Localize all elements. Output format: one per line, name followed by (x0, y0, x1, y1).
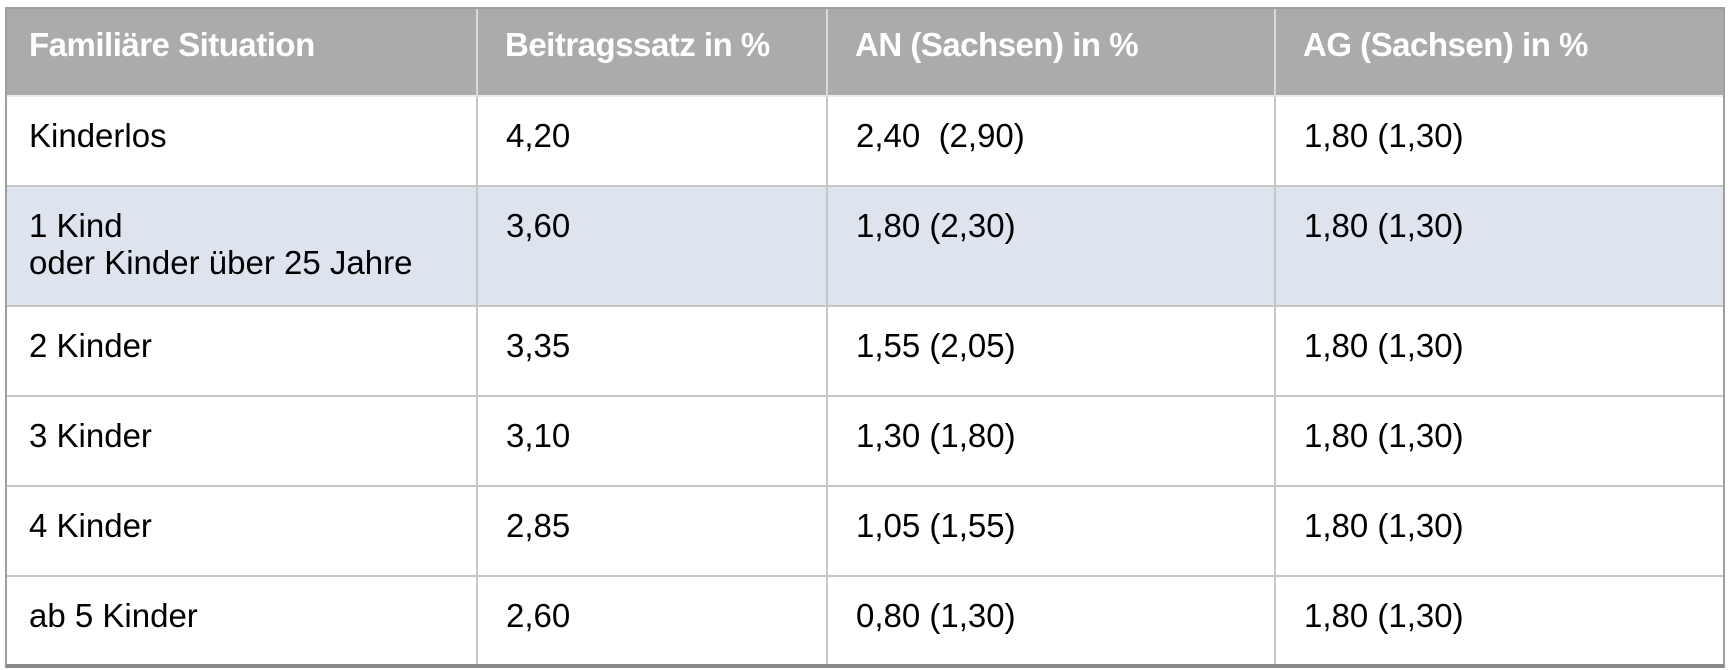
cell-beitragssatz: 2,60 (476, 575, 827, 664)
cell-ag-sachsen: 1,80 (1,30) (1274, 485, 1723, 576)
cell-beitragssatz: 2,85 (476, 485, 827, 576)
table-row: 3 Kinder 3,10 1,30 (1,80) 1,80 (1,30) (7, 395, 1723, 486)
rates-table: Familiäre Situation Beitragssatz in % AN… (7, 9, 1723, 664)
cell-beitragssatz: 3,35 (476, 305, 827, 396)
cell-an-sachsen: 2,40 (2,90) (826, 95, 1275, 186)
cell-familiaere-situation: 2 Kinder (7, 305, 477, 396)
cell-an-sachsen: 1,30 (1,80) (826, 395, 1275, 486)
cell-beitragssatz: 4,20 (476, 95, 827, 186)
table-row: 2 Kinder 3,35 1,55 (2,05) 1,80 (1,30) (7, 305, 1723, 396)
cell-an-sachsen: 1,55 (2,05) (826, 305, 1275, 396)
table-row: 4 Kinder 2,85 1,05 (1,55) 1,80 (1,30) (7, 485, 1723, 576)
cell-an-sachsen: 1,05 (1,55) (826, 485, 1275, 576)
cell-ag-sachsen: 1,80 (1,30) (1274, 95, 1723, 186)
column-header-ag-sachsen: AG (Sachsen) in % (1274, 9, 1723, 96)
cell-familiaere-situation: 3 Kinder (7, 395, 477, 486)
cell-familiaere-situation: ab 5 Kinder (7, 575, 477, 664)
table-row: 1 Kind oder Kinder über 25 Jahre 3,60 1,… (7, 185, 1723, 306)
cell-beitragssatz: 3,10 (476, 395, 827, 486)
cell-familiaere-situation: Kinderlos (7, 95, 477, 186)
contribution-rates-table: Familiäre Situation Beitragssatz in % AN… (5, 7, 1725, 668)
cell-ag-sachsen: 1,80 (1,30) (1274, 185, 1723, 306)
cell-an-sachsen: 1,80 (2,30) (826, 185, 1275, 306)
column-header-an-sachsen: AN (Sachsen) in % (826, 9, 1275, 96)
cell-ag-sachsen: 1,80 (1,30) (1274, 305, 1723, 396)
column-header-beitragssatz: Beitragssatz in % (476, 9, 827, 96)
column-header-familiaere-situation: Familiäre Situation (7, 9, 477, 96)
cell-familiaere-situation: 1 Kind oder Kinder über 25 Jahre (7, 185, 477, 306)
table-row: Kinderlos 4,20 2,40 (2,90) 1,80 (1,30) (7, 95, 1723, 186)
header-row: Familiäre Situation Beitragssatz in % AN… (7, 9, 1723, 96)
cell-an-sachsen: 0,80 (1,30) (826, 575, 1275, 664)
table-row: ab 5 Kinder 2,60 0,80 (1,30) 1,80 (1,30) (7, 575, 1723, 664)
cell-ag-sachsen: 1,80 (1,30) (1274, 575, 1723, 664)
cell-familiaere-situation: 4 Kinder (7, 485, 477, 576)
cell-beitragssatz: 3,60 (476, 185, 827, 306)
cell-ag-sachsen: 1,80 (1,30) (1274, 395, 1723, 486)
